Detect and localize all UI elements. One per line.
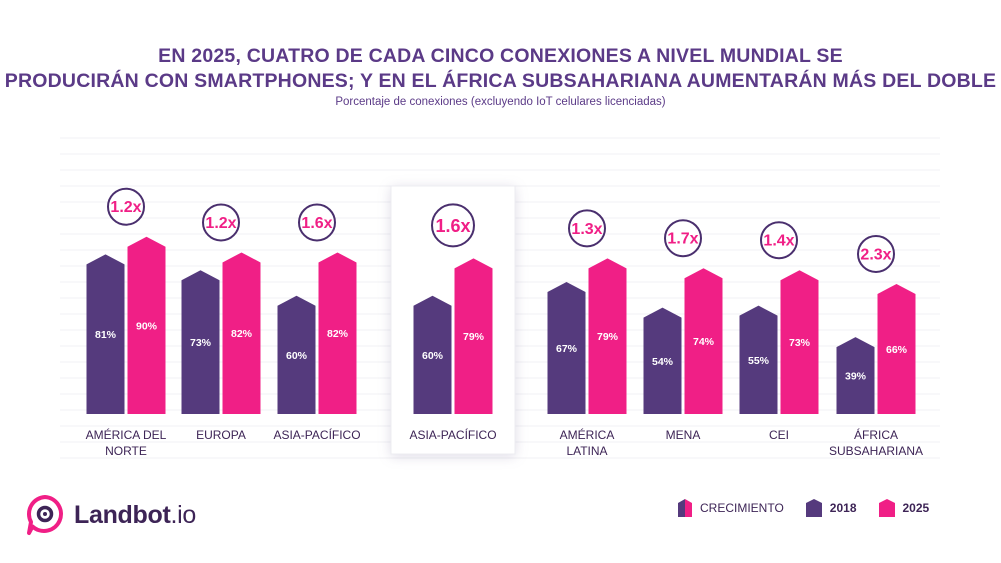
growth-bubble (568, 209, 606, 248)
bar-label-2025: 66% (886, 344, 908, 356)
bar-label-2018: 73% (190, 337, 212, 349)
growth-bubble (298, 203, 336, 242)
bar-label-2018: 67% (556, 343, 578, 355)
growth-bubble (202, 203, 240, 242)
growth-bubble (431, 203, 475, 248)
growth-label: 2.3x (860, 246, 891, 263)
bar-label-2018: 54% (652, 356, 674, 368)
growth-label: 1.3x (571, 221, 602, 238)
bar-2018 (277, 295, 316, 414)
growth-label: 1.4x (763, 233, 794, 250)
category-group: 55% 73% 1.4x CEI (739, 221, 819, 442)
legend-swatch-2018 (805, 499, 822, 517)
legend-label-2018: 2018 (829, 501, 857, 515)
category-label: AMÉRICA (560, 427, 615, 442)
growth-label: 1.2x (110, 199, 141, 216)
category-label: EUROPA (196, 428, 246, 442)
category-label: ÁFRICA (854, 427, 898, 442)
growth-label: 1.7x (667, 231, 698, 248)
landbot-logo-icon (27, 495, 63, 535)
category-group: 60% 79% 1.6x ASIA-PACÍFICO (409, 203, 497, 442)
growth-bubble (857, 234, 895, 273)
landbot-logo: Landbot.io (24, 494, 196, 536)
brand-name: Landbot (74, 500, 171, 529)
bar-label-2018: 55% (748, 355, 770, 367)
legend-swatch-2025 (878, 499, 895, 517)
bar-label-2025: 74% (693, 336, 715, 348)
bar-2025 (780, 270, 819, 414)
bar-2025 (454, 258, 493, 414)
category-label: MENA (666, 428, 701, 442)
category-group: 54% 74% 1.7x MENA (643, 219, 723, 442)
chart-title-line-2: PRODUCIRÁN CON SMARTPHONES; Y EN EL ÁFRI… (4, 70, 997, 92)
brand-tld: .io (170, 500, 196, 529)
bar-2018 (739, 305, 778, 414)
chart-subtitle: Porcentaje de conexiones (excluyendo IoT… (335, 96, 666, 108)
category-group: 39% 66% 2.3x ÁFRICA SUBSAHARIANA (829, 234, 923, 458)
category-group: 81% 90% 1.2x AMÉRICA DEL NORTE (86, 187, 167, 458)
landbot-wordmark: Landbot.io (74, 501, 196, 530)
category-label: ASIA-PACÍFICO (409, 427, 496, 442)
bar-label-2025: 90% (136, 320, 158, 332)
category-group: 67% 79% 1.3x AMÉRICA LATINA (547, 209, 627, 458)
bar-2018 (413, 295, 452, 414)
bar-label-2025: 82% (231, 328, 253, 340)
chart-legend: CRECIMIENTO 2018 2025 (678, 499, 929, 517)
bar-label-2025: 82% (327, 328, 349, 340)
category-group: 60% 82% 1.6x ASIA-PACÍFICO (273, 203, 361, 442)
bar-2018 (836, 337, 875, 414)
category-label: CEI (769, 428, 789, 442)
category-label: SUBSAHARIANA (829, 444, 923, 458)
bar-label-2018: 81% (95, 329, 117, 341)
bar-label-2025: 73% (789, 337, 811, 349)
category-label: ASIA-PACÍFICO (273, 427, 360, 442)
bar-2025 (127, 236, 166, 414)
bar-2018 (547, 282, 586, 414)
growth-label: 1.2x (205, 215, 236, 232)
category-group: 73% 82% 1.2x EUROPA (181, 203, 261, 442)
category-label: LATINA (566, 444, 607, 458)
growth-label: 1.6x (435, 216, 470, 236)
growth-bubble (760, 221, 798, 260)
bar-2018 (86, 254, 125, 414)
growth-label: 1.6x (301, 215, 332, 232)
legend-label-growth: CRECIMIENTO (700, 501, 784, 515)
chart-title-line-1: EN 2025, CUATRO DE CADA CINCO CONEXIONES… (158, 45, 843, 67)
bar-2018 (181, 270, 220, 414)
bar-2025 (684, 268, 723, 414)
bar-label-2025: 79% (597, 331, 619, 343)
legend-swatch-growth (678, 499, 692, 517)
legend-item-growth: CRECIMIENTO (678, 499, 784, 517)
bar-2025 (877, 283, 916, 414)
chart-header: EN 2025, CUATRO DE CADA CINCO CONEXIONES… (0, 44, 1001, 108)
category-label: AMÉRICA DEL (86, 427, 167, 442)
bar-label-2018: 60% (286, 350, 308, 362)
bar-2025 (222, 252, 261, 414)
bar-2018 (643, 307, 682, 414)
legend-item-2018: 2018 (805, 499, 857, 517)
category-label: NORTE (105, 444, 147, 458)
bar-label-2018: 60% (422, 350, 444, 362)
bar-2025 (588, 258, 627, 414)
bar-2025 (318, 252, 357, 414)
legend-item-2025: 2025 (878, 499, 930, 517)
bar-label-2018: 39% (845, 371, 867, 383)
growth-bubble (664, 219, 702, 258)
growth-bubble (107, 187, 145, 226)
bar-label-2025: 79% (463, 331, 485, 343)
legend-label-2025: 2025 (902, 501, 930, 515)
